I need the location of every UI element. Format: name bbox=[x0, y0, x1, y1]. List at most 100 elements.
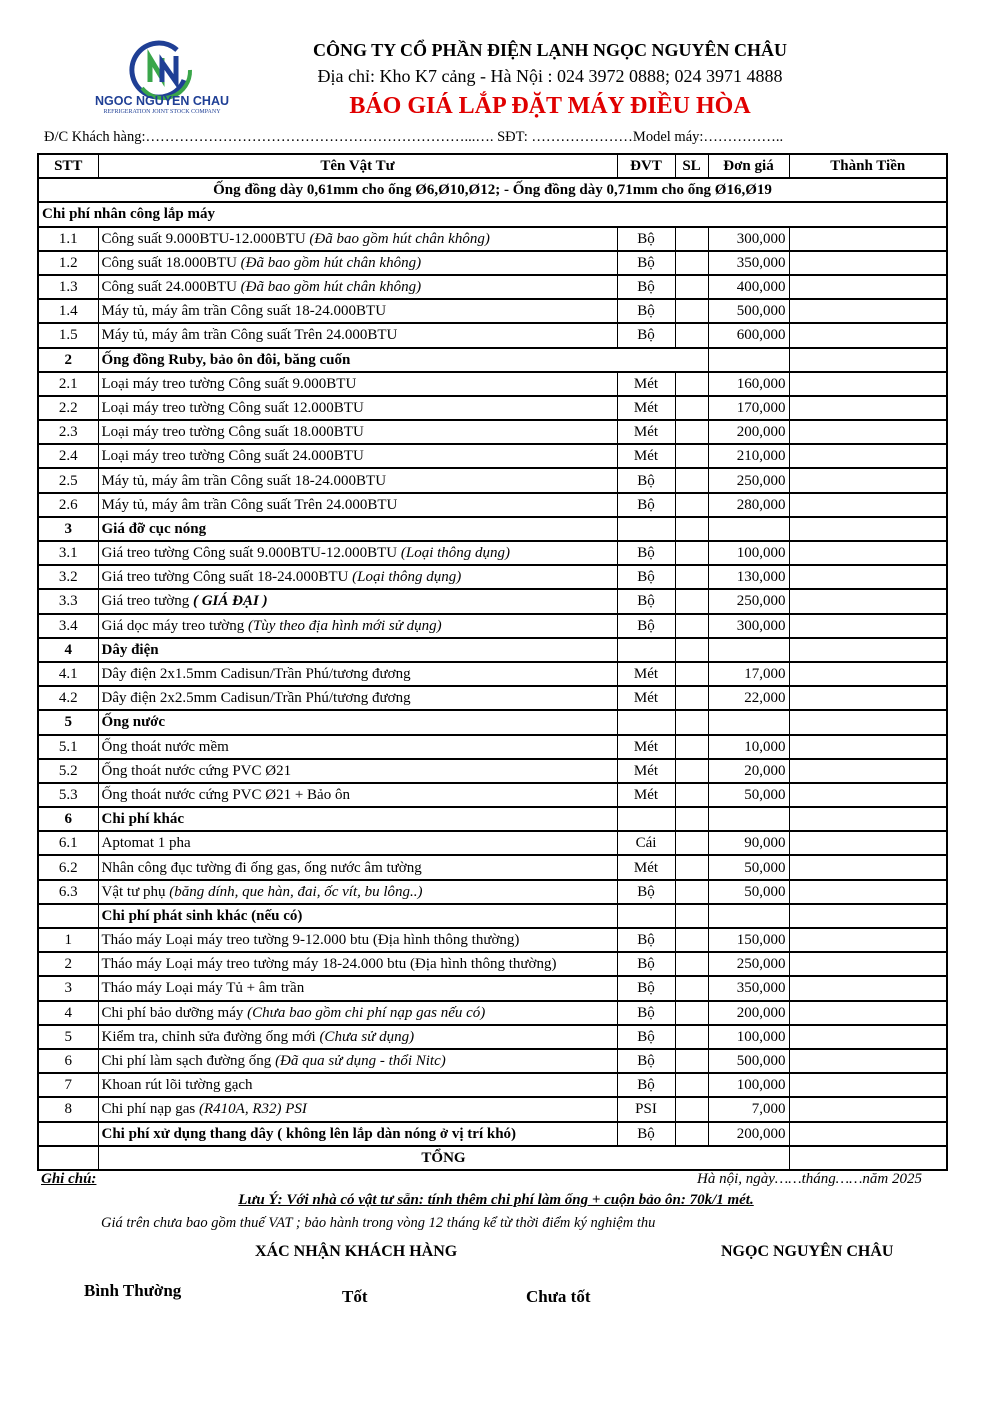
price-cell: 250,000 bbox=[707, 588, 790, 615]
table-row: 5.3 Ống thoát nước cứng PVC Ø21 + Bảo ôn M… bbox=[37, 782, 948, 809]
stt-cell bbox=[37, 1120, 99, 1147]
name-cell: Loại máy treo tường Công suất 12.000BTU bbox=[97, 395, 618, 422]
price-cell: 300,000 bbox=[707, 226, 790, 252]
table-row: 6.1 Aptomat 1 pha Cái 90,000 bbox=[37, 830, 948, 857]
qty-cell bbox=[674, 492, 709, 518]
logo-subtext: REFRIGERATION JOINT STOCK COMPANY bbox=[103, 109, 221, 115]
table-row: 5 Kiểm tra, chỉnh sửa đường ống mới (Chưa… bbox=[37, 1024, 948, 1050]
unit-cell: Bộ bbox=[616, 1048, 676, 1075]
table-row: 6.2 Nhân công đục tường đi ống gas, ống n… bbox=[37, 854, 948, 881]
stt-cell: 1.4 bbox=[37, 298, 99, 325]
qty-cell bbox=[674, 443, 709, 470]
stt-cell: 1.5 bbox=[37, 322, 99, 349]
name-cell: Công suất 18.000BTU (Đã bao gồm hút chân… bbox=[97, 250, 618, 276]
table-row: 3.1 Giá treo tường Công suất 9.000BTU-12.… bbox=[37, 540, 948, 567]
unit-cell: Mét bbox=[616, 733, 676, 760]
total-stt-cell bbox=[37, 1145, 99, 1171]
qty-cell bbox=[674, 467, 709, 494]
rating-not-good[interactable]: Chưa tốt bbox=[526, 1287, 591, 1306]
col-unit: ĐVT bbox=[616, 153, 676, 180]
name-cell: Giá treo tường Công suất 9.000BTU-12.000… bbox=[97, 540, 618, 567]
table-row: 3.2 Giá treo tường Công suất 18-24.000BTU… bbox=[37, 564, 948, 591]
qty-cell bbox=[674, 540, 709, 567]
item-name: Ống đồng Ruby, bảo ôn đôi, băng cuốn bbox=[101, 351, 351, 368]
col-stt: STT bbox=[37, 153, 99, 180]
unit-cell: Bộ bbox=[616, 1120, 676, 1147]
item-name: Khoan rút lõi tường gạch bbox=[101, 1077, 253, 1094]
stt-cell: 5 bbox=[37, 709, 99, 736]
qty-cell bbox=[674, 1000, 709, 1026]
total-cell bbox=[788, 1024, 948, 1050]
item-name: Công suất 24.000BTU bbox=[101, 279, 241, 296]
name-cell: Máy tủ, máy âm trần Công suất 18-24.000B… bbox=[97, 467, 618, 494]
name-cell: Loại máy treo tường Công suất 24.000BTU bbox=[97, 443, 618, 470]
item-name: Chi phí làm sạch đường ống bbox=[101, 1053, 276, 1070]
total-cell bbox=[788, 806, 948, 833]
qty-cell bbox=[674, 758, 709, 784]
stt-cell: 6 bbox=[37, 806, 99, 833]
item-name: Ống thoát nước cứng PVC Ø21 bbox=[101, 762, 292, 779]
total-cell bbox=[788, 395, 948, 422]
price-cell: 250,000 bbox=[707, 951, 790, 978]
table-row: 2 Tháo máy Loại máy treo tường máy 18-24.… bbox=[37, 951, 948, 978]
total-row: TỔNG bbox=[37, 1145, 948, 1171]
name-cell: Giá treo tường ( GIÁ ĐẠI ) bbox=[97, 588, 618, 615]
item-name: Chi phí bảo dưỡng máy bbox=[101, 1004, 248, 1021]
unit-cell: Bộ bbox=[616, 1024, 676, 1050]
qty-cell bbox=[674, 709, 709, 736]
qty-cell bbox=[674, 733, 709, 760]
price-cell: 200,000 bbox=[707, 1120, 790, 1147]
spec-note-row: Ống đồng dày 0,61mm cho ống Ø6,Ø10,Ø12; … bbox=[37, 177, 948, 204]
table-row: 3.4 Giá dọc máy treo tường (Tùy theo địa … bbox=[37, 613, 948, 639]
qty-cell bbox=[674, 806, 709, 833]
stt-cell: 6 bbox=[37, 1048, 99, 1075]
stt-cell: 5.1 bbox=[37, 733, 99, 760]
price-cell: 400,000 bbox=[707, 274, 790, 301]
unit-cell: Bộ bbox=[616, 1072, 676, 1099]
table-row: 5.2 Ống thoát nước cứng PVC Ø21 Mét 20,000 bbox=[37, 758, 948, 784]
total-cell bbox=[788, 1120, 948, 1147]
table-row: 2.1 Loại máy treo tường Công suất 9.000BT… bbox=[37, 371, 948, 397]
total-cell bbox=[788, 613, 948, 639]
qty-cell bbox=[674, 1048, 709, 1075]
total-cell bbox=[788, 685, 948, 712]
table-row: 1.1 Công suất 9.000BTU-12.000BTU (Đã bao … bbox=[37, 226, 948, 252]
table-row: 2.3 Loại máy treo tường Công suất 18.000B… bbox=[37, 419, 948, 446]
price-cell bbox=[707, 903, 790, 930]
table-row: 1.2 Công suất 18.000BTU (Đã bao gồm hút c… bbox=[37, 250, 948, 276]
section-row: 6 Chi phí khác bbox=[37, 806, 948, 833]
unit-cell: Mét bbox=[616, 685, 676, 712]
price-cell: 600,000 bbox=[707, 322, 790, 349]
table-row: 4.1 Dây điện 2x1.5mm Cadisun/Trần Phú/tươ… bbox=[37, 661, 948, 688]
unit-cell: Bộ bbox=[616, 975, 676, 1002]
table-row: 2.2 Loại máy treo tường Công suất 12.000B… bbox=[37, 395, 948, 422]
table-row: 1.4 Máy tủ, máy âm trần Công suất 18-24.0… bbox=[37, 298, 948, 325]
unit-cell: Bộ bbox=[616, 927, 676, 954]
stt-cell: 2.1 bbox=[37, 371, 99, 397]
item-note: (Đã bao gồm hút chân không) bbox=[240, 279, 422, 296]
name-cell: Ống đồng Ruby, bảo ôn đôi, băng cuốn bbox=[97, 346, 709, 373]
name-cell: Giá đỡ cục nóng bbox=[97, 516, 618, 543]
item-note: (Tùy theo địa hình mới sử dụng) bbox=[247, 617, 442, 634]
total-cell bbox=[788, 443, 948, 470]
name-cell: Giá treo tường Công suất 18-24.000BTU (L… bbox=[97, 564, 618, 591]
unit-cell: Bộ bbox=[616, 492, 676, 518]
rating-normal[interactable]: Bình Thường bbox=[84, 1281, 182, 1300]
stt-cell: 3.2 bbox=[37, 564, 99, 591]
unit-cell: Mét bbox=[616, 782, 676, 809]
stt-cell: 5.2 bbox=[37, 758, 99, 784]
item-note: (Đã bao gồm hút chân không) bbox=[309, 230, 490, 247]
stt-cell: 6.1 bbox=[37, 830, 99, 857]
stt-cell: 4 bbox=[37, 637, 99, 663]
name-cell: Loại máy treo tường Công suất 9.000BTU bbox=[97, 371, 618, 397]
stt-cell: 4.2 bbox=[37, 685, 99, 712]
name-cell: Ống thoát nước mềm bbox=[97, 733, 618, 760]
name-cell: Loại máy treo tường Công suất 18.000BTU bbox=[97, 419, 618, 446]
price-cell: 22,000 bbox=[707, 685, 790, 712]
item-name: Ống nước bbox=[101, 714, 166, 731]
unit-cell bbox=[616, 516, 676, 543]
table-row: 3 Tháo máy Loại máy Tủ + âm trần Bộ 350,000 bbox=[37, 975, 948, 1002]
item-name: Máy tủ, máy âm trần Công suất Trên 24.00… bbox=[101, 327, 398, 344]
total-cell bbox=[788, 975, 948, 1002]
rating-good[interactable]: Tốt bbox=[342, 1287, 368, 1306]
